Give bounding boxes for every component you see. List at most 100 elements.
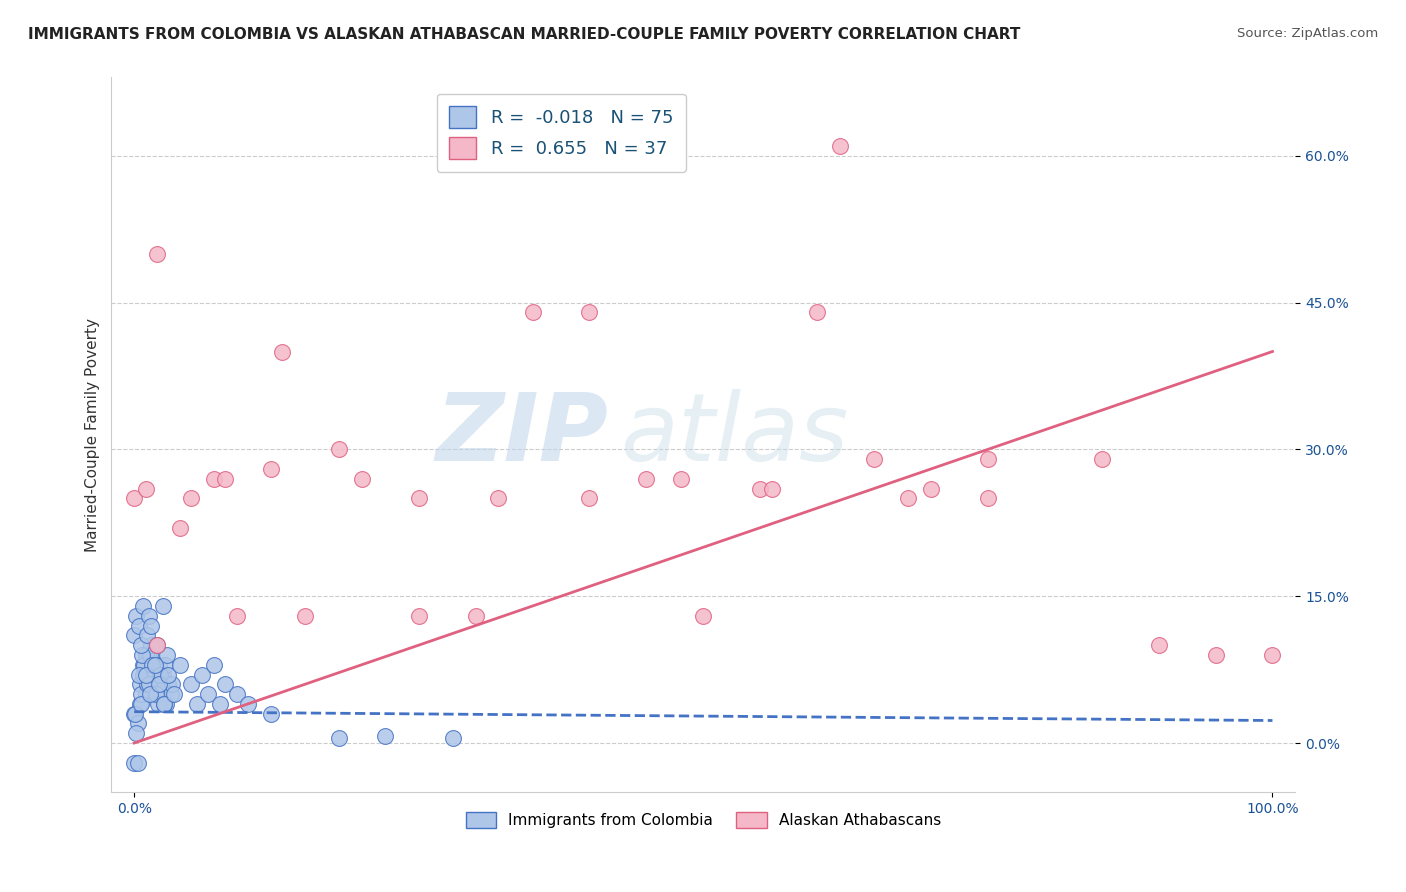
Point	[124, 706, 146, 721]
Point	[145, 687, 167, 701]
Point	[1205, 648, 1227, 662]
Point	[141, 667, 163, 681]
Point	[122, 756, 145, 770]
Point	[669, 472, 692, 486]
Point	[128, 667, 150, 681]
Point	[135, 482, 157, 496]
Point	[863, 452, 886, 467]
Point	[146, 697, 169, 711]
Point	[136, 677, 159, 691]
Point	[197, 687, 219, 701]
Point	[1261, 648, 1284, 662]
Point	[150, 677, 173, 691]
Point	[522, 305, 544, 319]
Point	[138, 677, 160, 691]
Point	[152, 687, 174, 701]
Point	[977, 491, 1000, 506]
Point	[142, 667, 165, 681]
Point	[260, 706, 283, 721]
Point	[152, 667, 174, 681]
Point	[749, 482, 772, 496]
Point	[141, 657, 163, 672]
Point	[135, 687, 157, 701]
Point	[260, 462, 283, 476]
Point	[125, 726, 148, 740]
Point	[132, 657, 155, 672]
Text: IMMIGRANTS FROM COLOMBIA VS ALASKAN ATHABASCAN MARRIED-COUPLE FAMILY POVERTY COR: IMMIGRANTS FROM COLOMBIA VS ALASKAN ATHA…	[28, 27, 1021, 42]
Point	[202, 657, 225, 672]
Point	[214, 677, 236, 691]
Point	[294, 608, 316, 623]
Point	[236, 697, 259, 711]
Point	[408, 608, 430, 623]
Point	[271, 344, 294, 359]
Point	[125, 608, 148, 623]
Point	[920, 482, 942, 496]
Point	[143, 657, 166, 672]
Text: atlas: atlas	[620, 389, 849, 480]
Point	[146, 677, 169, 691]
Point	[146, 638, 169, 652]
Point	[129, 638, 152, 652]
Point	[139, 648, 162, 662]
Point	[128, 677, 150, 691]
Point	[225, 608, 247, 623]
Point	[152, 697, 174, 711]
Point	[350, 472, 373, 486]
Legend: Immigrants from Colombia, Alaskan Athabascans: Immigrants from Colombia, Alaskan Athaba…	[460, 806, 948, 834]
Point	[977, 452, 1000, 467]
Point	[135, 667, 157, 681]
Point	[152, 697, 174, 711]
Point	[464, 608, 486, 623]
Point	[578, 491, 600, 506]
Point	[122, 628, 145, 642]
Point	[139, 687, 162, 701]
Point	[1147, 638, 1170, 652]
Point	[122, 491, 145, 506]
Point	[374, 729, 396, 743]
Point	[141, 638, 163, 652]
Point	[157, 667, 180, 681]
Point	[578, 305, 600, 319]
Point	[129, 697, 152, 711]
Point	[169, 521, 191, 535]
Point	[128, 697, 150, 711]
Point	[122, 706, 145, 721]
Text: ZIP: ZIP	[436, 389, 609, 481]
Point	[127, 716, 149, 731]
Point	[225, 687, 247, 701]
Point	[134, 657, 156, 672]
Point	[328, 442, 350, 457]
Point	[408, 491, 430, 506]
Point	[191, 667, 214, 681]
Point	[441, 731, 464, 745]
Point	[135, 648, 157, 662]
Point	[155, 697, 177, 711]
Point	[186, 697, 208, 711]
Point	[127, 756, 149, 770]
Point	[143, 657, 166, 672]
Text: Source: ZipAtlas.com: Source: ZipAtlas.com	[1237, 27, 1378, 40]
Point	[146, 246, 169, 260]
Point	[159, 687, 181, 701]
Point	[149, 667, 172, 681]
Point	[131, 648, 153, 662]
Point	[761, 482, 783, 496]
Point	[169, 657, 191, 672]
Point	[202, 472, 225, 486]
Point	[146, 687, 169, 701]
Point	[148, 657, 170, 672]
Point	[128, 618, 150, 632]
Point	[138, 608, 160, 623]
Point	[692, 608, 714, 623]
Point	[180, 677, 202, 691]
Point	[328, 731, 350, 745]
Point	[208, 697, 231, 711]
Point	[135, 677, 157, 691]
Point	[132, 599, 155, 613]
Point	[132, 667, 155, 681]
Point	[129, 687, 152, 701]
Point	[146, 638, 169, 652]
Point	[806, 305, 828, 319]
Point	[180, 491, 202, 506]
